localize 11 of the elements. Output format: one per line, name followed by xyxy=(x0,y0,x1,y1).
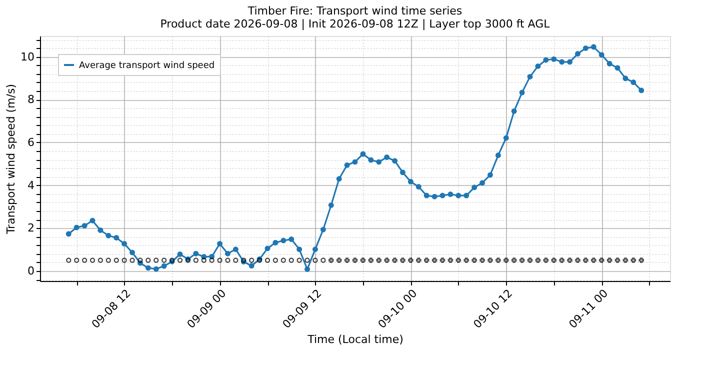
y-tick-label: 8 xyxy=(28,93,34,106)
y-axis-title: Transport wind speed (m/s) xyxy=(4,84,18,236)
y-tick-label: 10 xyxy=(20,50,34,64)
chart-subtitle: Product date 2026-09-08 | Init 2026-09-08 12Z | Layer top 3000 ft AGL xyxy=(160,18,551,31)
y-tick-label: 2 xyxy=(28,222,34,235)
x-axis-title: Time (Local time) xyxy=(306,333,404,346)
y-tick-label: 0 xyxy=(28,264,34,278)
legend-label: Average transport wind speed xyxy=(79,61,215,71)
chart-title: Timber Fire: Transport wind time series xyxy=(246,4,462,18)
y-tick-label: 6 xyxy=(28,136,34,149)
y-tick-label: 4 xyxy=(28,178,34,192)
